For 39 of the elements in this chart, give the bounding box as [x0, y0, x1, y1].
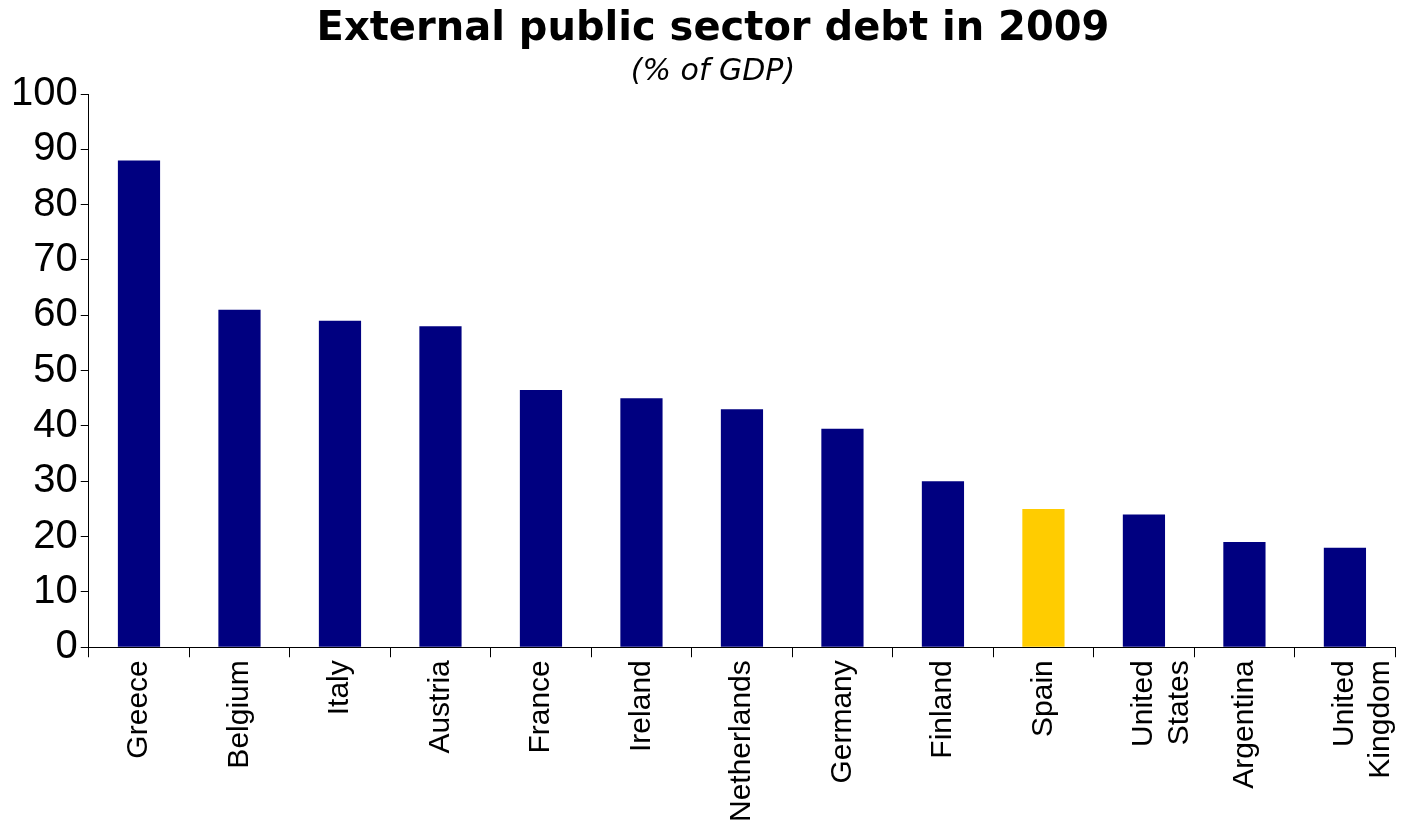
- chart-title: External public sector debt in 2009: [316, 3, 1110, 50]
- y-tick-label: 20: [33, 511, 78, 556]
- y-tick-label: 10: [33, 566, 78, 611]
- y-tick-label: 50: [33, 345, 78, 390]
- x-tick-label: Italy: [321, 660, 355, 716]
- y-tick-label: 0: [55, 622, 78, 667]
- bar: [1022, 508, 1065, 647]
- bar: [620, 398, 663, 647]
- x-tick-label: Ireland: [622, 660, 656, 752]
- x-tick-label: Austria: [421, 659, 455, 754]
- x-tick-label: Greece: [120, 660, 154, 759]
- x-tick-label: United Kingdom: [1326, 660, 1396, 779]
- bar: [318, 320, 362, 647]
- x-tick-label: Belgium: [220, 660, 254, 769]
- y-tick-label: 100: [10, 69, 78, 114]
- bar: [1122, 514, 1166, 647]
- bar: [218, 309, 261, 647]
- bar: [821, 428, 864, 647]
- x-tick-label: United States: [1125, 660, 1195, 747]
- y-tick-label: 80: [33, 179, 78, 224]
- x-tick-label: Netherlands: [723, 660, 757, 822]
- bar: [1323, 547, 1367, 647]
- bar: [921, 481, 965, 647]
- bar: [519, 389, 563, 647]
- y-tick-label: 30: [33, 456, 78, 501]
- bar: [117, 160, 161, 647]
- x-tick-label: Spain: [1024, 660, 1058, 737]
- y-tick-label: 40: [33, 400, 78, 445]
- bar: [720, 409, 764, 647]
- chart-subtitle: (% of GDP): [630, 51, 796, 87]
- y-tick-label: 90: [33, 124, 78, 169]
- x-tick-label: Finland: [924, 660, 958, 759]
- x-tick-label: Germany: [823, 660, 857, 784]
- bar: [1223, 542, 1266, 647]
- x-tick-label: Argentina: [1225, 659, 1259, 789]
- y-tick-label: 70: [33, 235, 78, 279]
- y-tick-label: 60: [33, 290, 78, 335]
- x-tick-label: France: [522, 660, 556, 754]
- bar: [419, 326, 462, 647]
